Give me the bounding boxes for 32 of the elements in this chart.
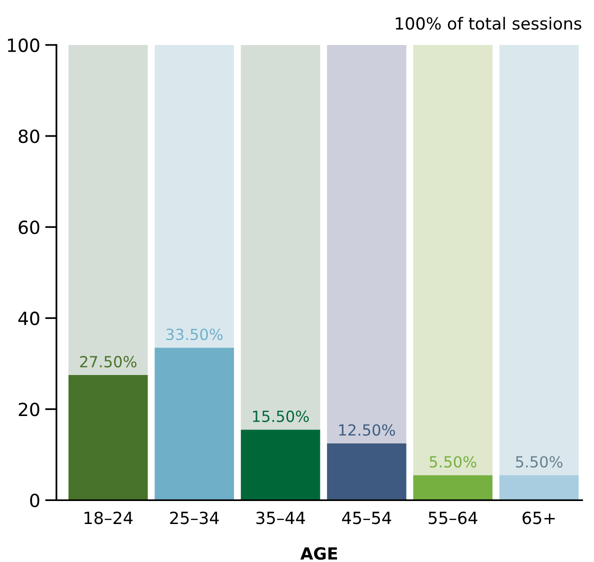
- y-tick-label: 20: [18, 402, 40, 416]
- y-tick-label: 100: [8, 38, 40, 52]
- bar: [327, 44, 406, 444]
- bar: [240, 430, 320, 500]
- bar: [327, 443, 406, 500]
- data-label: 5.50%: [516, 456, 562, 468]
- bar: [413, 475, 492, 500]
- bar: [240, 44, 320, 430]
- bar: [68, 374, 148, 500]
- y-tick-label: 80: [18, 129, 40, 144]
- bar: [499, 475, 579, 500]
- y-tick-label: 60: [18, 220, 40, 234]
- y-tick-label: 40: [18, 312, 40, 326]
- data-label: 15.50%: [253, 410, 309, 422]
- data-label: 5.50%: [430, 456, 476, 468]
- x-tick-label: 45–54: [342, 512, 392, 524]
- bar: [154, 348, 234, 500]
- bar: [68, 44, 148, 375]
- x-tick-label: 65+: [522, 512, 555, 524]
- x-axis-title: AGE: [300, 547, 338, 560]
- bar: [413, 44, 492, 476]
- data-label: 27.50%: [80, 356, 136, 368]
- bar: [499, 44, 579, 476]
- x-tick-label: 25–34: [170, 512, 219, 524]
- bar: [154, 44, 234, 348]
- x-tick-label: 55–64: [428, 512, 478, 524]
- data-label: 33.50%: [166, 328, 223, 340]
- x-tick-label: 35–44: [256, 512, 305, 524]
- data-label: 12.50%: [339, 424, 395, 436]
- y-tick-label: 0: [30, 494, 40, 508]
- x-tick-label: 18–24: [84, 512, 133, 524]
- text: 100% of total sessions: [396, 16, 582, 30]
